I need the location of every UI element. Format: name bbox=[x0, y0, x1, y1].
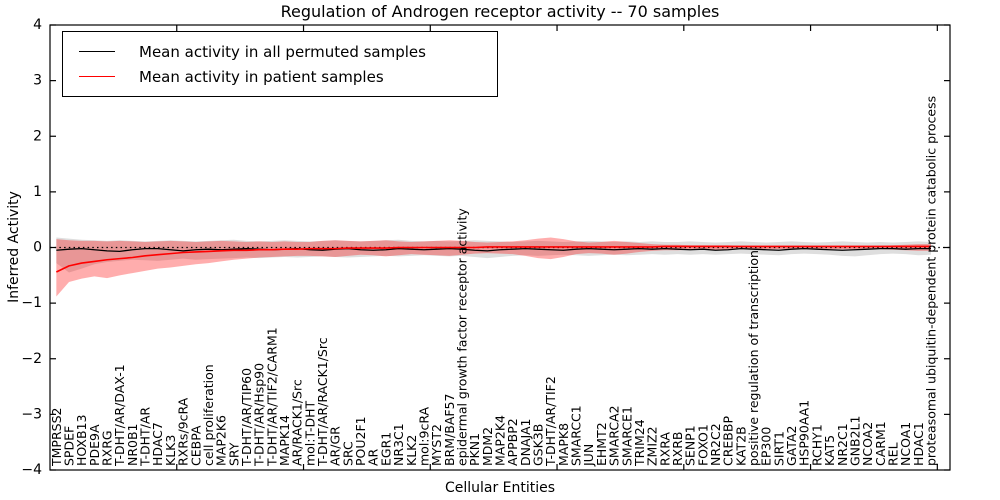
x-tick-label: EP300 bbox=[759, 427, 774, 466]
legend-item-permuted: Mean activity in all permuted samples bbox=[79, 39, 497, 64]
x-tick-label: SIRT1 bbox=[771, 431, 786, 466]
x-tick-label: EGR1 bbox=[378, 432, 393, 466]
x-tick-label: RXRA bbox=[657, 432, 672, 466]
x-tick-label: RXRs/9cRA bbox=[176, 397, 191, 466]
x-tick-label: TMPRSS2 bbox=[49, 408, 64, 467]
x-tick-label: T-DHT/AR/RACK1/Src bbox=[315, 337, 330, 467]
x-tick-label: FOXO1 bbox=[695, 424, 710, 466]
y-tick-label: −2 bbox=[21, 351, 42, 367]
x-tick-label: SMARCE1 bbox=[619, 406, 634, 466]
x-tick-label: T-DHT/AR/TIF2 bbox=[543, 376, 558, 467]
x-tick-label: T-DHT/AR/TIF2/CARM1 bbox=[264, 327, 279, 467]
x-tick-label: KLK2 bbox=[404, 435, 419, 466]
y-tick-label: 1 bbox=[33, 184, 42, 200]
x-tick-label: PKN1 bbox=[467, 433, 482, 466]
chart-title: Regulation of Androgen receptor activity… bbox=[280, 2, 720, 21]
x-tick-label: SMARCC1 bbox=[569, 405, 584, 466]
x-tick-label: RXRB bbox=[670, 431, 685, 466]
x-tick-label: cell proliferation bbox=[201, 364, 216, 466]
x-tick-label: MAP2K6 bbox=[214, 415, 229, 466]
x-tick-label: KAT5 bbox=[822, 435, 837, 466]
x-tick-label: NCOA2 bbox=[860, 422, 875, 466]
y-tick-label: 0 bbox=[33, 240, 42, 256]
x-tick-label: HOXB13 bbox=[74, 415, 89, 466]
x-tick-label: NR0B1 bbox=[125, 423, 140, 466]
legend-label-patient: Mean activity in patient samples bbox=[139, 67, 384, 86]
band-patient-samples-range bbox=[56, 237, 931, 297]
x-tick-label: T-DHT/AR/DAX-1 bbox=[112, 364, 127, 467]
x-tick-label: mol:T-DHT bbox=[302, 400, 317, 466]
y-tick-label: 2 bbox=[33, 128, 42, 144]
y-tick-label: −4 bbox=[21, 462, 42, 478]
x-tick-label: SENP1 bbox=[683, 425, 698, 466]
x-tick-label: MAPK14 bbox=[277, 415, 292, 466]
x-tick-label: BRM/BAF57 bbox=[442, 394, 457, 466]
x-tick-label: MDM2 bbox=[480, 427, 495, 466]
x-tick-label: T-DHT/AR/TIP60 bbox=[239, 368, 254, 467]
x-tick-label: HDAC7 bbox=[150, 422, 165, 466]
x-tick-label: SMARCA2 bbox=[607, 405, 622, 466]
x-tick-label: EHMT2 bbox=[594, 422, 609, 466]
x-tick-label: JUN bbox=[581, 444, 596, 467]
patient-line-swatch-icon bbox=[79, 76, 115, 77]
x-tick-label: SPDEF bbox=[62, 426, 77, 466]
y-tick-label: 4 bbox=[33, 17, 42, 33]
x-tick-label: GSK3B bbox=[531, 424, 546, 466]
x-tick-label: AR/GR bbox=[328, 426, 343, 466]
x-tick-label: POU2F1 bbox=[353, 416, 368, 466]
x-tick-label: PDE9A bbox=[87, 424, 102, 466]
permuted-line-swatch-icon bbox=[79, 51, 115, 52]
x-axis-label: Cellular Entities bbox=[444, 480, 556, 496]
x-tick-label: NCOA1 bbox=[898, 422, 913, 466]
legend-label-permuted: Mean activity in all permuted samples bbox=[139, 42, 426, 61]
x-tick-label: HDAC1 bbox=[911, 422, 926, 466]
x-tick-label: RXRG bbox=[100, 430, 115, 466]
x-tick-label: KLK3 bbox=[163, 435, 178, 466]
permuted-mean-line bbox=[56, 247, 931, 253]
y-axis-label: Inferred Activity bbox=[6, 191, 22, 303]
x-tick-label: CREBBP bbox=[721, 416, 736, 466]
x-tick-label: ZMIZ2 bbox=[645, 426, 660, 466]
x-tick-label: RCHY1 bbox=[809, 424, 824, 466]
x-tick-label: MYST2 bbox=[429, 424, 444, 466]
x-tick-label: epidermal growth factor receptor activit… bbox=[454, 208, 469, 466]
x-tick-label: T-DHT/AR/Hsp90 bbox=[252, 363, 267, 467]
x-tick-label: GNB2L1 bbox=[847, 416, 862, 466]
x-tick-label: MAP2K4 bbox=[493, 415, 508, 466]
x-tick-label: SRY bbox=[226, 442, 241, 466]
x-tick-label: APPBP2 bbox=[505, 418, 520, 466]
x-tick-label: AR bbox=[366, 448, 381, 466]
x-tick-label: CARM1 bbox=[873, 421, 888, 466]
x-tick-label: positive regulation of transcription bbox=[746, 250, 761, 466]
x-tick-label: DNAJA1 bbox=[518, 419, 533, 467]
y-tick-label: −3 bbox=[21, 406, 42, 422]
x-tick-label: REL bbox=[885, 442, 900, 466]
y-tick-label: 3 bbox=[33, 73, 42, 89]
y-tick-label: −1 bbox=[21, 295, 42, 311]
x-tick-label: KAT2B bbox=[733, 426, 748, 466]
x-tick-label: proteasomal ubiquitin-dependent protein … bbox=[923, 96, 938, 466]
legend-box: Mean activity in all permuted samples Me… bbox=[62, 31, 498, 97]
x-tick-label: NR2C2 bbox=[708, 423, 723, 466]
x-tick-label: NR3C1 bbox=[391, 423, 406, 466]
x-tick-label: GATA2 bbox=[784, 426, 799, 466]
x-tick-label: TRIM24 bbox=[632, 419, 647, 467]
x-tick-label: mol:9cRA bbox=[416, 406, 431, 466]
x-tick-label: AR/RACK1/Src bbox=[290, 379, 305, 466]
x-tick-label: NR2C1 bbox=[835, 423, 850, 466]
x-tick-label: HSP90AA1 bbox=[797, 400, 812, 466]
x-tick-label: MAPK8 bbox=[556, 423, 571, 466]
x-tick-label: CEBPA bbox=[188, 425, 203, 466]
x-tick-label: T-DHT/AR bbox=[138, 407, 153, 467]
x-tick-label: SRC bbox=[340, 441, 355, 466]
legend-item-patient: Mean activity in patient samples bbox=[79, 64, 497, 89]
patient-mean-line bbox=[55, 245, 931, 273]
